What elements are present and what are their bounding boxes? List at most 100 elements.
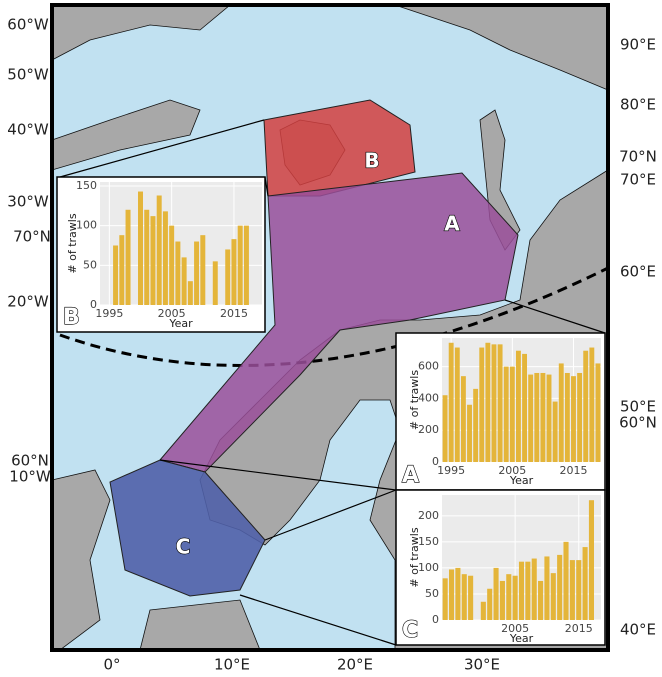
connector-lines	[59, 119, 606, 646]
bar	[534, 372, 540, 462]
x-tick-label: 2005	[498, 464, 526, 477]
bar	[455, 567, 461, 620]
bar	[212, 261, 218, 305]
bar	[503, 366, 509, 462]
coord-label: 80°E	[620, 96, 656, 114]
y-tick-label: 600	[418, 360, 439, 373]
bar	[485, 342, 491, 462]
region-label: C	[176, 535, 191, 559]
x-axis-title: Year	[168, 317, 193, 330]
coord-label: 70°N	[619, 148, 657, 166]
bar	[144, 209, 150, 305]
bar	[156, 195, 162, 305]
bar	[552, 401, 558, 462]
bar	[531, 558, 537, 620]
bar	[119, 235, 125, 305]
bar	[528, 374, 534, 462]
x-tick-label: 2015	[565, 622, 593, 635]
bar	[125, 209, 131, 305]
y-tick-label: 200	[418, 509, 439, 522]
y-tick-label: 0	[432, 455, 439, 468]
bar	[113, 245, 119, 305]
bar	[518, 561, 525, 620]
bar	[546, 374, 552, 462]
y-tick-label: 150	[76, 179, 97, 192]
bar	[187, 281, 193, 305]
bar	[512, 575, 518, 620]
bar	[487, 588, 493, 620]
bar	[571, 376, 576, 462]
bar	[576, 560, 582, 620]
coord-label: 30°E	[464, 656, 500, 674]
bar	[454, 347, 460, 462]
bar	[509, 366, 515, 462]
bar	[460, 376, 466, 462]
bar	[493, 567, 499, 620]
bar	[468, 575, 474, 620]
bar	[497, 344, 503, 462]
bar	[595, 363, 601, 462]
coord-label: 60°N	[619, 414, 657, 432]
bar	[181, 257, 187, 305]
arctic-circle	[59, 266, 609, 367]
bar	[564, 372, 570, 462]
bar	[225, 249, 231, 305]
bar	[480, 601, 486, 620]
coord-label: 0°	[103, 656, 120, 674]
coord-label: 20°E	[337, 656, 373, 674]
coord-label: 70°N	[13, 228, 51, 246]
bar	[522, 353, 528, 462]
coord-label: 30°W	[7, 193, 49, 211]
coord-label: 40°W	[7, 121, 49, 139]
y-tick-label: 0	[90, 298, 97, 311]
bar	[506, 574, 512, 620]
bar	[473, 388, 479, 462]
bar	[491, 344, 497, 462]
inset-chart: 0 200 400 600 1995 2005 2015 Year # of trawls A	[395, 332, 606, 491]
bar	[515, 350, 521, 462]
coord-label: 60°E	[620, 263, 656, 281]
bar	[583, 350, 589, 462]
bar	[582, 547, 588, 620]
bar	[557, 554, 563, 620]
bar	[237, 225, 243, 305]
bar	[569, 560, 575, 620]
bar	[499, 580, 505, 620]
bar	[461, 574, 467, 620]
bar	[150, 216, 156, 305]
x-tick-label: 2005	[501, 622, 529, 635]
bar	[231, 239, 237, 305]
bar	[175, 241, 181, 305]
bar	[550, 573, 556, 620]
bar	[479, 347, 485, 462]
bar	[540, 372, 546, 462]
bar	[577, 372, 583, 462]
bar	[243, 225, 249, 305]
x-tick-label: 1995	[95, 307, 123, 320]
y-axis-title: # of trawls	[408, 370, 421, 430]
bar	[442, 395, 448, 462]
inset-label: B	[63, 305, 80, 330]
y-tick-label: 50	[83, 258, 97, 271]
y-tick-label: 50	[425, 587, 439, 600]
x-axis-title: Year	[509, 474, 534, 487]
bar	[448, 569, 455, 620]
x-tick-label: 1995	[437, 464, 465, 477]
bar	[588, 500, 595, 620]
coord-label: 10°E	[214, 656, 250, 674]
bar	[563, 541, 569, 620]
y-tick-label: 0	[432, 613, 439, 626]
bar	[169, 225, 175, 305]
y-axis-title: # of trawls	[66, 213, 79, 273]
y-axis-title: # of trawls	[408, 527, 421, 587]
bar	[138, 191, 143, 305]
coord-label: 50°E	[620, 398, 656, 416]
coord-label: 40°E	[620, 621, 656, 639]
coord-label: 60°W	[7, 16, 49, 34]
coord-label: 50°W	[7, 66, 49, 84]
x-tick-label: 2015	[220, 307, 248, 320]
y-tick-label: 100	[418, 561, 439, 574]
bar	[194, 241, 200, 305]
